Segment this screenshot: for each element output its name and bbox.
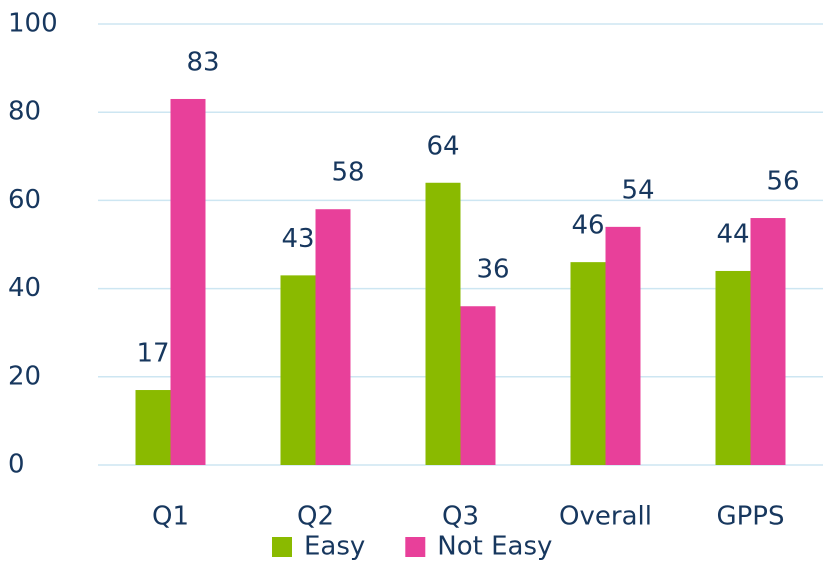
- y-tick-label: 40: [8, 273, 41, 303]
- y-tick-label: 0: [8, 450, 25, 480]
- data-label: 43: [281, 224, 314, 254]
- data-label: 44: [716, 219, 749, 249]
- x-tick-label: Q2: [297, 502, 334, 532]
- bar: [570, 262, 606, 465]
- legend-label: Not Easy: [437, 532, 552, 562]
- bar: [715, 270, 751, 465]
- y-tick-label: 100: [8, 9, 58, 39]
- bar: [425, 182, 461, 465]
- y-tick-label: 60: [8, 185, 41, 215]
- bar: [170, 98, 206, 465]
- bar: [280, 275, 316, 465]
- x-tick-label: Q3: [442, 502, 479, 532]
- x-tick-label: Q1: [152, 502, 189, 532]
- data-label: 83: [186, 47, 219, 77]
- bar: [135, 390, 171, 465]
- data-label: 17: [136, 339, 169, 369]
- data-label: 58: [331, 158, 364, 188]
- data-label: 64: [426, 131, 459, 161]
- data-label: 36: [476, 255, 509, 285]
- bar: [750, 218, 786, 465]
- y-tick-label: 20: [8, 361, 41, 391]
- y-tick-label: 80: [8, 97, 41, 127]
- data-label: 54: [621, 175, 654, 205]
- legend-swatch: [405, 537, 426, 557]
- legend-swatch: [272, 537, 292, 557]
- data-label: 46: [571, 211, 604, 241]
- data-label: 56: [766, 167, 799, 197]
- legend-label: Easy: [304, 532, 365, 562]
- bar: [605, 226, 641, 465]
- x-tick-label: Overall: [559, 502, 652, 532]
- bar: [460, 306, 496, 465]
- bar: [315, 209, 351, 465]
- x-tick-label: GPPS: [716, 502, 784, 532]
